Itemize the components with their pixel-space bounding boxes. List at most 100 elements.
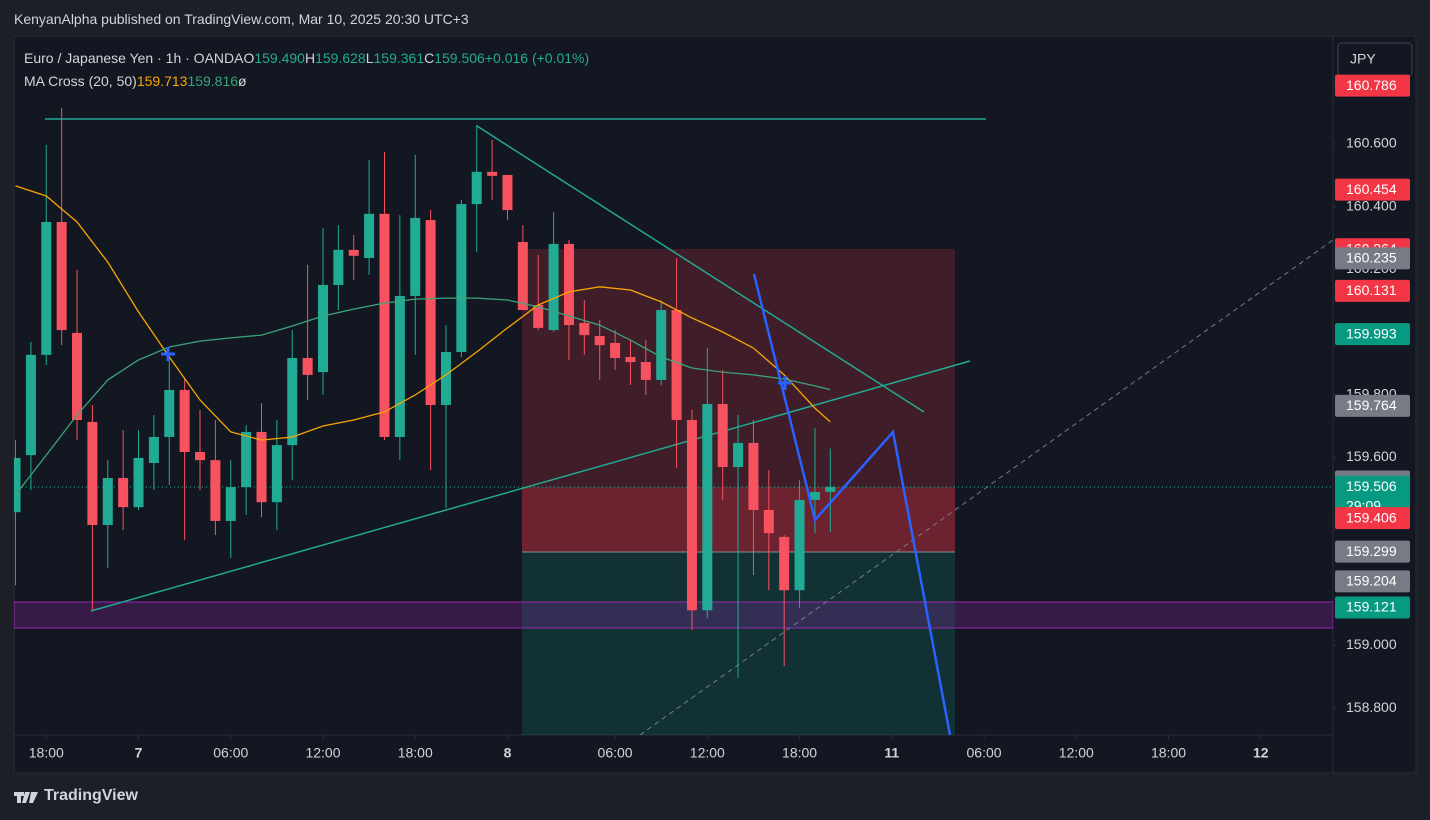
price-tags: 160.786160.454160.264160.235160.131159.9… [1335, 74, 1410, 619]
candle-body [210, 460, 221, 521]
candle-body [733, 442, 744, 468]
ohlc-key: H [304, 50, 316, 66]
y-tick-label: 159.000 [1346, 636, 1397, 652]
candle-body [287, 357, 298, 446]
price-tag-label: 159.406 [1346, 509, 1397, 525]
price-tag-label: 159.506 [1346, 478, 1397, 494]
y-tick-label: 158.800 [1346, 699, 1397, 715]
ohlc-value: 159.361 [373, 50, 425, 66]
price-tag [1335, 507, 1410, 530]
down-trendline [476, 125, 925, 413]
candle-body [25, 354, 36, 456]
candle-body [548, 243, 559, 331]
candle-body [379, 213, 390, 437]
candle-body [825, 486, 836, 492]
projection-path [752, 273, 952, 735]
price-tag [1335, 247, 1410, 270]
candle-body [425, 220, 436, 405]
candle-body [317, 284, 328, 373]
y-tick-label: 160.600 [1346, 135, 1397, 151]
candle-body [72, 332, 83, 421]
overlay-drawings [161, 273, 952, 735]
x-tick-label: 12:00 [1059, 745, 1094, 761]
candle-body [410, 217, 421, 296]
x-tick-label: 8 [504, 745, 512, 761]
y-tick-label: 159.600 [1346, 448, 1397, 464]
ohlc-value: 159.490 [254, 50, 305, 66]
candle-body [179, 389, 190, 453]
price-tag [1335, 570, 1410, 593]
candle-body [533, 305, 544, 328]
candle-body [348, 249, 359, 256]
candle-body [717, 404, 728, 468]
up-trendline [90, 360, 971, 612]
candle-body [671, 310, 682, 421]
x-tick-label: 12:00 [305, 745, 340, 761]
price-tag [1335, 394, 1410, 417]
candle-body [517, 242, 528, 311]
candle-body [241, 431, 252, 488]
price-tag-label: 160.454 [1346, 181, 1397, 197]
cross-marker [161, 347, 175, 361]
ohlc-key: L [365, 50, 374, 66]
candle-body [256, 431, 267, 503]
x-tick-label: 18:00 [782, 745, 817, 761]
candle-body [148, 436, 159, 463]
candle-body [195, 452, 206, 461]
candle-body [487, 171, 498, 176]
series-layer [14, 107, 836, 678]
x-tick-label: 06:00 [598, 745, 633, 761]
ohlc-key: O [243, 50, 255, 66]
price-tag [1335, 596, 1410, 619]
price-tag-label: 160.786 [1346, 77, 1397, 93]
moving-average [14, 297, 831, 496]
change: +0.016 (+0.01%) [484, 50, 590, 66]
symbol-title: Euro / Japanese Yen · 1h · OANDA [24, 50, 244, 66]
y-tick-label: 160.400 [1346, 197, 1397, 213]
candle-body [164, 389, 175, 437]
ohlc-value: 159.628 [315, 50, 366, 66]
candle-body [579, 322, 590, 336]
candle-body [302, 357, 313, 375]
indicator-name: MA Cross (20, 50) [24, 73, 137, 89]
publisher: KenyanAlpha published on TradingView.com… [14, 11, 469, 27]
brand-logo [14, 792, 38, 803]
price-tag-label: 159.764 [1346, 397, 1397, 413]
x-tick-label: 06:00 [967, 745, 1002, 761]
candle-body [14, 457, 21, 513]
price-tag [1335, 323, 1410, 346]
candle-body [779, 536, 790, 591]
candle-body [610, 342, 621, 358]
symbol-legend: Euro / Japanese Yen · 1h · OANDAO159.490… [24, 50, 589, 66]
candle-body [794, 499, 805, 591]
candle-body [471, 171, 482, 205]
price-tag [1335, 279, 1410, 302]
x-tick-label: 12:00 [690, 745, 725, 761]
candle-body [456, 204, 467, 353]
support-band [14, 601, 1333, 629]
indicator-legend: MA Cross (20, 50)159.713159.816ø [24, 73, 247, 89]
candle-body [87, 421, 98, 526]
currency: JPY [1350, 51, 1376, 67]
x-tick-label: 06:00 [213, 745, 248, 761]
ohlc-value: 159.506 [434, 50, 485, 66]
candle-body [364, 213, 375, 259]
candle-body [271, 445, 282, 503]
candle-body [394, 295, 405, 437]
price-tag-label: 159.121 [1346, 599, 1397, 615]
x-tick-label: 7 [135, 745, 143, 761]
candle-body [640, 362, 651, 380]
x-tick-label: 18:00 [29, 745, 64, 761]
candle-body [102, 478, 113, 526]
brand: TradingView [44, 787, 138, 804]
candle-body [440, 352, 451, 405]
candle-body [625, 357, 636, 363]
price-tag [1335, 178, 1410, 201]
ohlc-key: C [424, 50, 435, 66]
moving-average [15, 185, 831, 441]
price-tag-label: 160.131 [1346, 282, 1397, 298]
price-tag-label: 160.235 [1346, 250, 1397, 266]
candle-body [748, 442, 759, 510]
